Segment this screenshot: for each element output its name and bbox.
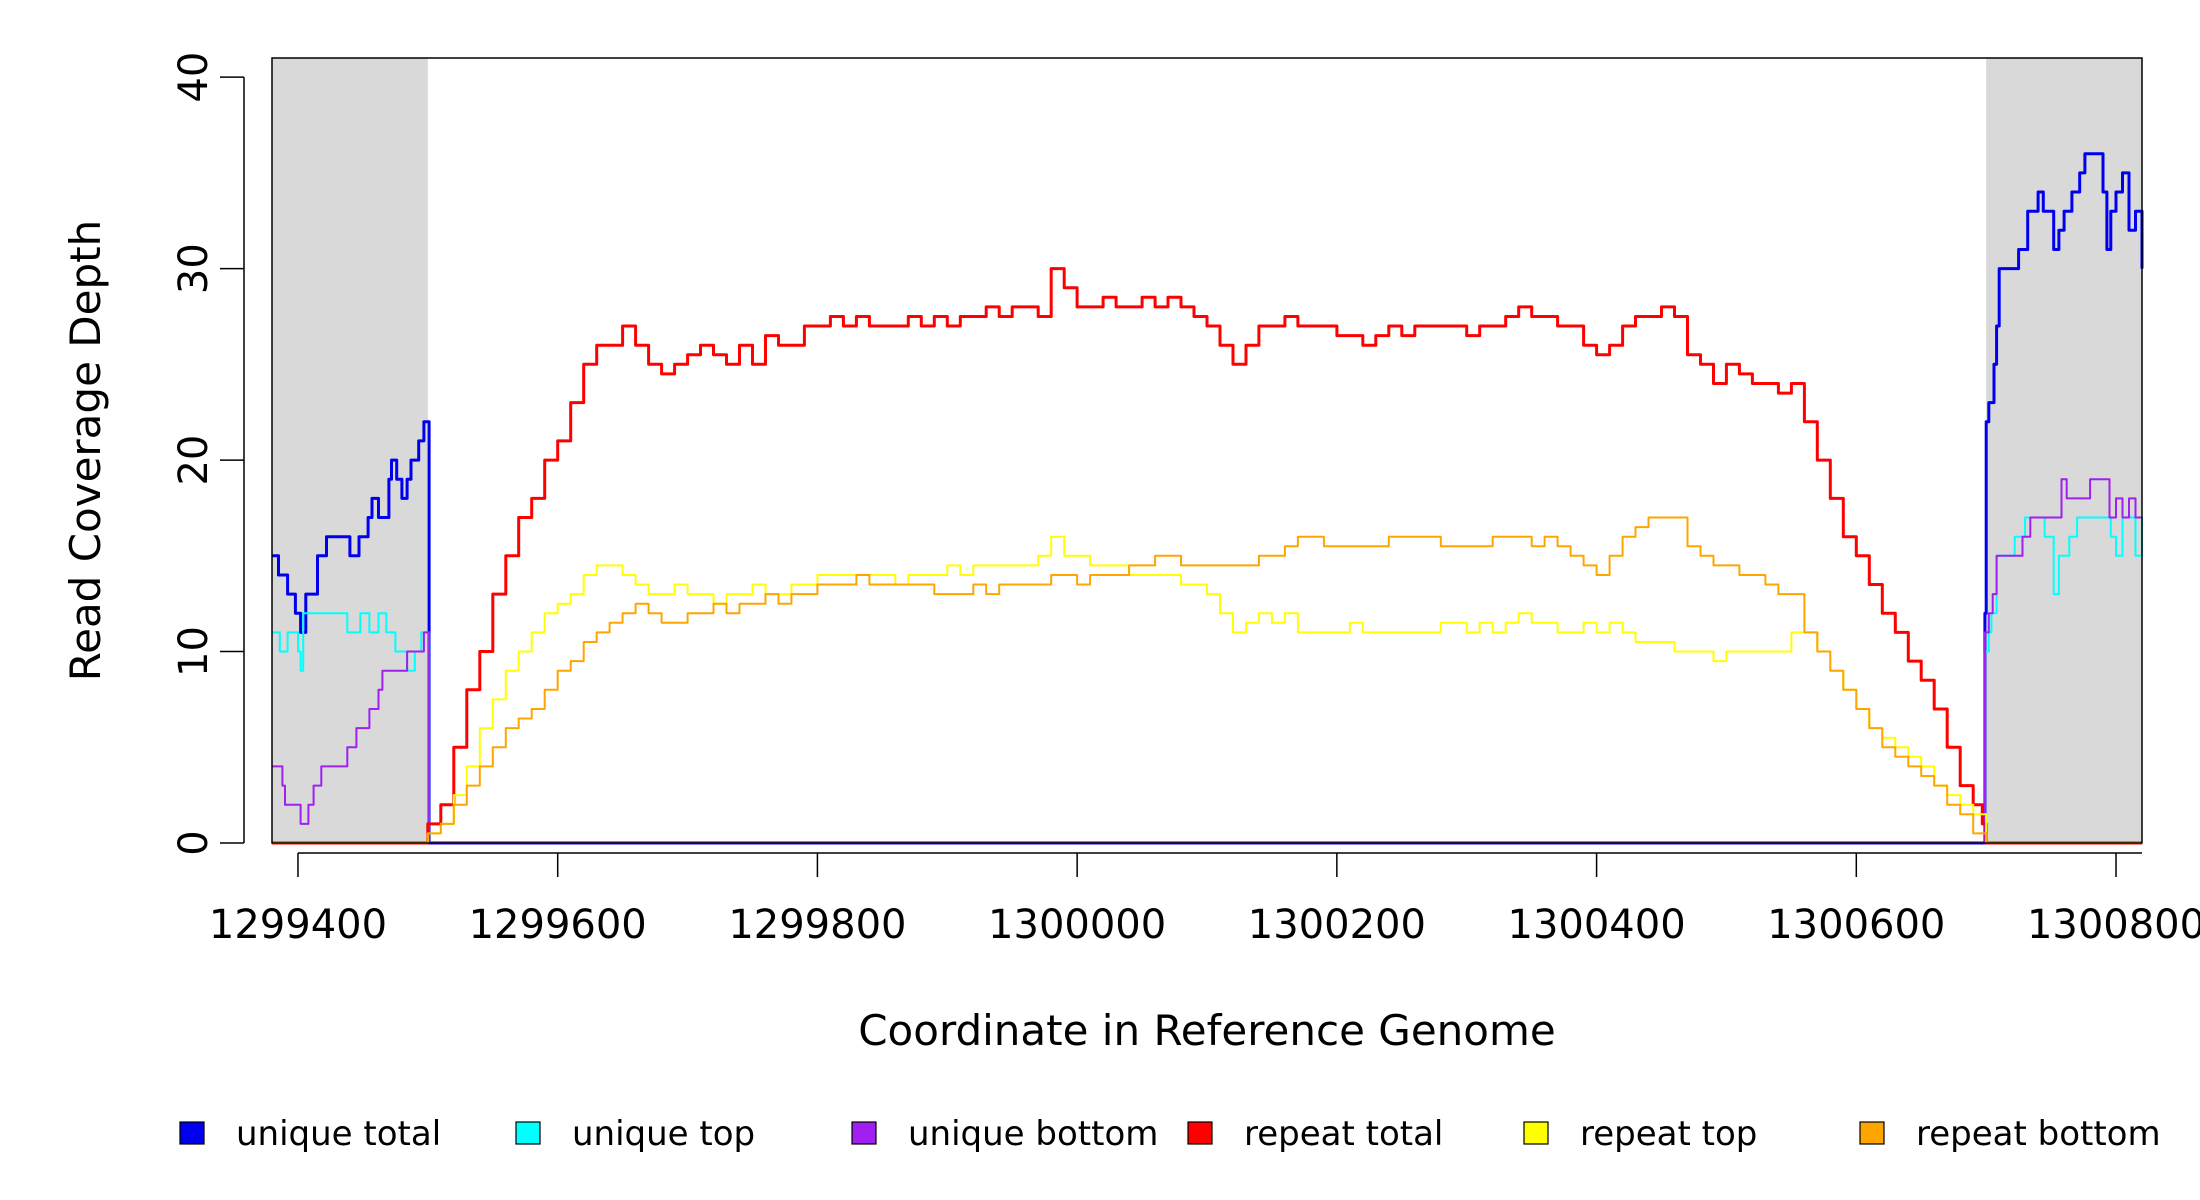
y-tick-label: 20: [171, 435, 217, 486]
legend-label: repeat top: [1580, 1114, 1757, 1154]
legend: unique total unique top unique bottom repea…: [179, 1114, 2161, 1154]
series-line-1: [272, 152, 2144, 845]
x-tick-label: 1299400: [209, 902, 387, 948]
x-tick-label: 1300600: [1767, 902, 1945, 948]
series-lines: [272, 152, 2144, 845]
x-tick-label: 1300400: [1508, 902, 1686, 948]
legend-label: unique total: [236, 1114, 441, 1154]
series-line-4: [272, 267, 2142, 845]
series-line-5: [272, 535, 2142, 844]
series-line-3: [272, 478, 2142, 844]
legend-swatch: [179, 1121, 205, 1145]
legend-label: unique top: [572, 1114, 755, 1154]
x-axis-title: Coordinate in Reference Genome: [858, 1006, 1556, 1055]
legend-label: unique bottom: [908, 1114, 1158, 1154]
y-tick-label: 30: [171, 243, 217, 294]
shaded-regions: [272, 58, 2142, 843]
x-tick-label: 1299800: [728, 902, 906, 948]
legend-swatch: [1187, 1121, 1213, 1145]
plot-frame: [271, 57, 2143, 844]
series-line-6: [272, 516, 2142, 844]
legend-swatch: [515, 1121, 541, 1145]
x-tick-label: 1300000: [988, 902, 1166, 948]
legend-swatch: [851, 1121, 877, 1145]
x-tick-label: 1300200: [1248, 902, 1426, 948]
y-tick-label: 40: [171, 52, 217, 103]
shaded-region-2: [1986, 58, 2142, 843]
shaded-region-1: [272, 58, 428, 843]
x-tick-label: 1300800: [2027, 902, 2200, 948]
legend-label: repeat bottom: [1916, 1114, 2161, 1154]
y-tick-label: 10: [171, 626, 217, 677]
y-axis: 0 10 20 30 40: [171, 52, 245, 856]
legend-label: repeat total: [1244, 1114, 1443, 1154]
x-tick-label: 1299600: [469, 902, 647, 948]
x-axis: 1299400 1299600 1299800 1300000 1300200 13004…: [209, 852, 2200, 948]
y-axis-title: Read Coverage Depth: [61, 220, 110, 681]
y-tick-label: 0: [171, 830, 217, 855]
legend-swatch: [1523, 1121, 1549, 1145]
legend-swatch: [1859, 1121, 1885, 1145]
